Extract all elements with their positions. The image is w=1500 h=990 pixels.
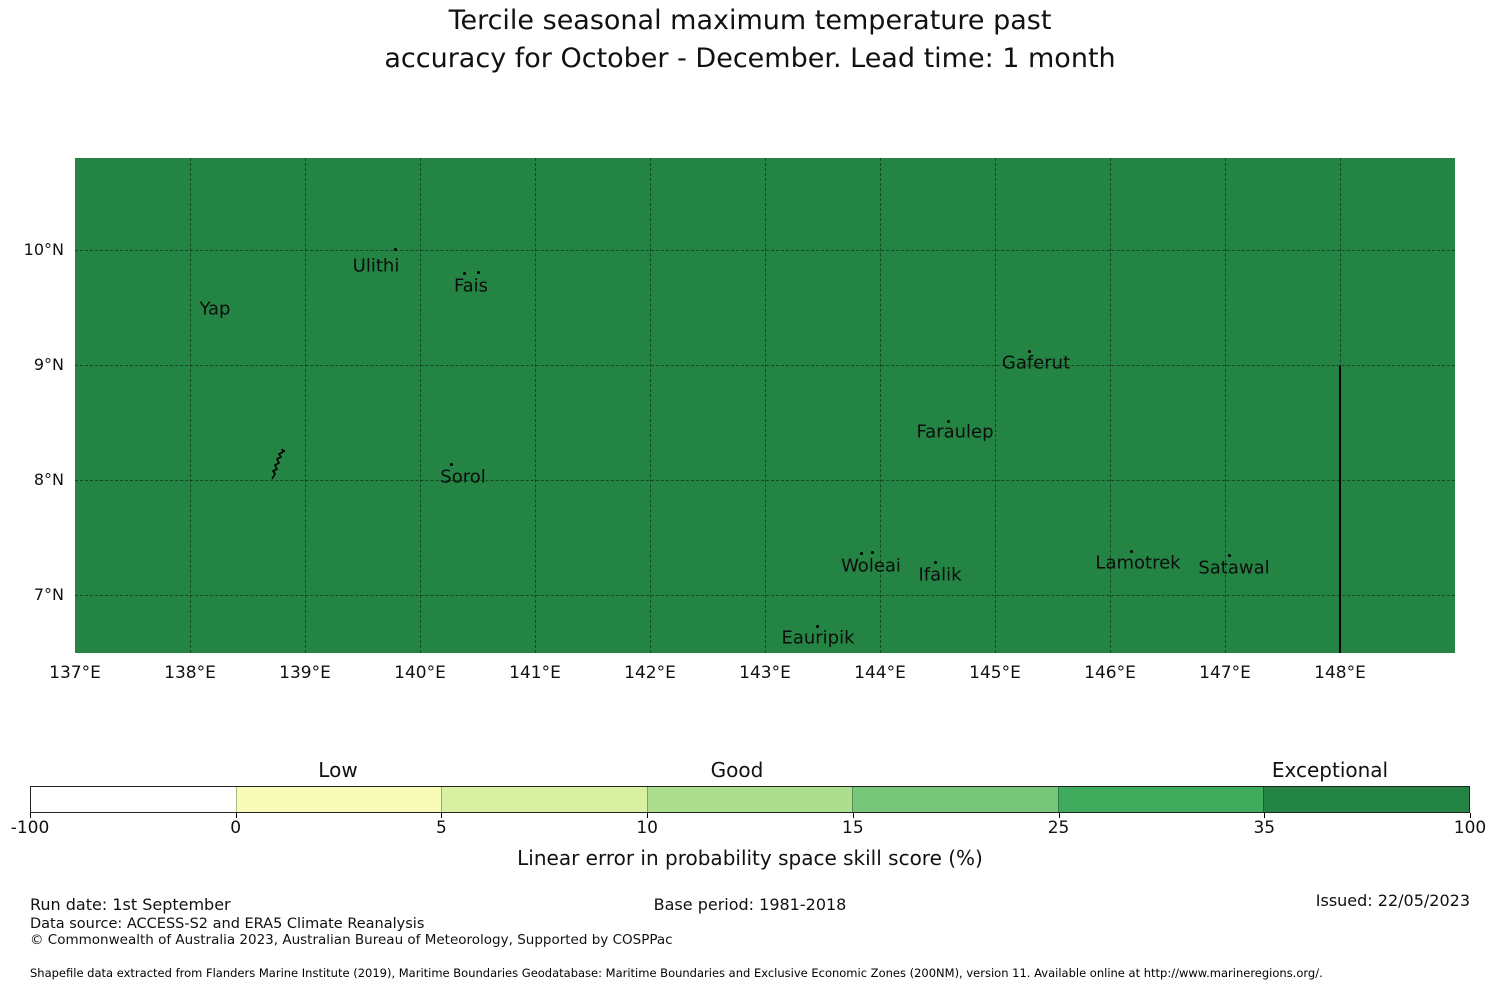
gridline-horizontal: [75, 250, 1455, 251]
colorbar-segment: [852, 787, 1058, 812]
colorbar-tick-label: 10: [636, 818, 658, 838]
colorbar-tick-label: 5: [436, 818, 447, 838]
colorbar-tickmark: [441, 813, 443, 818]
colorbar-tickmark: [30, 813, 31, 818]
colorbar-tickmark: [647, 813, 649, 818]
gridline-vertical: [880, 158, 881, 653]
figure-title: Tercile seasonal maximum temperature pas…: [0, 2, 1500, 78]
colorbar-tick-label: 25: [1047, 818, 1070, 838]
gridline-vertical: [1225, 158, 1226, 653]
gridline-vertical: [765, 158, 766, 653]
x-axis-tick-label: 148°E: [1314, 663, 1366, 683]
island-dot: [1228, 554, 1231, 557]
colorbar-region-label: Low: [318, 758, 358, 782]
gridline-vertical: [650, 158, 651, 653]
island-dot: [947, 420, 950, 423]
x-axis-tick-label: 137°E: [49, 663, 101, 683]
island-dot: [816, 625, 819, 628]
x-axis-tick-label: 144°E: [854, 663, 906, 683]
gridline-vertical: [1110, 158, 1111, 653]
colorbar-tickmark: [1264, 813, 1266, 818]
colorbar-tick-label: -100: [10, 818, 50, 838]
island-label: Eauripik: [781, 627, 855, 649]
island-dot: [860, 552, 863, 555]
island-label: Ulithi: [352, 255, 400, 277]
gridline-horizontal: [75, 595, 1455, 596]
island-dot: [477, 271, 480, 274]
colorbar-segment: [441, 787, 647, 812]
island-dot: [871, 551, 874, 554]
island-dot: [1028, 350, 1031, 353]
colorbar-tickmark: [1058, 813, 1060, 818]
gridline-vertical: [1340, 158, 1341, 653]
colorbar-tickmark: [235, 813, 237, 818]
colorbar-segment: [31, 787, 236, 812]
island-label: Gaferut: [1001, 352, 1071, 374]
x-axis-tick-label: 140°E: [394, 663, 446, 683]
island-dot: [450, 463, 453, 466]
island-label: Lamotrek: [1095, 552, 1181, 574]
colorbar-caption: Linear error in probability space skill …: [517, 846, 983, 870]
island-label: Faraulep: [916, 421, 994, 443]
island-label: Ifalik: [918, 564, 962, 586]
base-period-text: Base period: 1981-2018: [653, 895, 847, 914]
map-area: [75, 158, 1455, 653]
gridline-vertical: [190, 158, 191, 653]
x-axis-tick-label: 139°E: [279, 663, 331, 683]
y-axis-tick-label: 10°N: [23, 240, 64, 259]
x-axis-tick-label: 145°E: [969, 663, 1021, 683]
run-date-text: Run date: 1st September: [30, 895, 231, 914]
gridline-vertical: [535, 158, 536, 653]
colorbar-segment: [235, 787, 442, 812]
colorbar-segment: [1263, 787, 1470, 812]
colorbar-segment: [1057, 787, 1264, 812]
x-axis-tick-label: 142°E: [624, 663, 676, 683]
gridline-vertical: [305, 158, 306, 653]
gridline-horizontal: [75, 480, 1455, 481]
colorbar: [30, 786, 1470, 813]
shapefile-note-text: Shapefile data extracted from Flanders M…: [30, 966, 1323, 980]
colorbar-tick-label: 35: [1253, 818, 1276, 838]
colorbar-tick-label: 0: [230, 818, 242, 838]
yap-island-shape-icon: [271, 448, 286, 480]
colorbar-tick-label: 100: [1453, 818, 1487, 838]
gridline-horizontal: [75, 365, 1455, 366]
x-axis-tick-label: 141°E: [509, 663, 561, 683]
island-label: Satawal: [1198, 557, 1270, 579]
colorbar-tickmark: [1470, 813, 1471, 818]
island-dot: [934, 561, 937, 564]
island-dot: [394, 248, 397, 251]
gridline-vertical: [420, 158, 421, 653]
y-axis-tick-label: 9°N: [33, 355, 64, 374]
island-dot: [1130, 550, 1133, 553]
island-label: Woleai: [841, 555, 901, 577]
y-axis-tick-label: 8°N: [33, 470, 64, 489]
island-label: Sorol: [440, 466, 486, 488]
colorbar-segment: [646, 787, 853, 812]
figure-title-line2: accuracy for October - December. Lead ti…: [384, 43, 1116, 74]
gridline-vertical: [995, 158, 996, 653]
y-axis-tick-label: 7°N: [33, 585, 64, 604]
x-axis-tick-label: 146°E: [1084, 663, 1136, 683]
x-axis-tick-label: 147°E: [1199, 663, 1251, 683]
colorbar-tickmark: [852, 813, 854, 818]
copyright-text: © Commonwealth of Australia 2023, Austra…: [30, 932, 673, 948]
island-label: Fais: [453, 275, 489, 297]
eez-boundary-line: [1339, 366, 1341, 653]
figure-title-line1: Tercile seasonal maximum temperature pas…: [448, 5, 1052, 36]
colorbar-tick-label: 15: [842, 818, 864, 838]
colorbar-region-label: Exceptional: [1271, 758, 1389, 782]
colorbar-region-label: Good: [710, 758, 764, 782]
x-axis-tick-label: 138°E: [164, 663, 216, 683]
issued-date-text: Issued: 22/05/2023: [1315, 891, 1470, 910]
island-label: Yap: [199, 298, 231, 320]
x-axis-tick-label: 143°E: [739, 663, 791, 683]
data-source-text: Data source: ACCESS-S2 and ERA5 Climate …: [30, 916, 425, 932]
island-dot: [463, 272, 466, 275]
